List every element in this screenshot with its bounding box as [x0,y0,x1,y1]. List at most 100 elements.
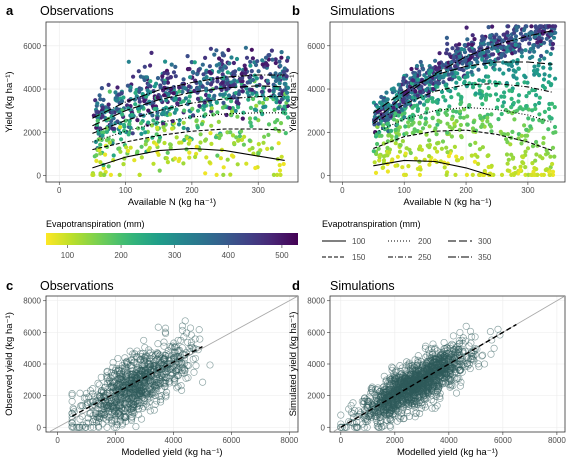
data-point [205,81,210,86]
data-point [488,124,494,129]
data-point [118,125,123,130]
data-point [248,59,253,64]
data-point [222,84,227,89]
data-point [259,89,264,94]
data-point [497,35,502,40]
data-point [478,352,486,360]
data-point [495,48,500,54]
fitted-curve-et-250 [92,96,285,134]
data-point [242,63,247,68]
data-point [161,125,166,130]
data-point [178,386,186,394]
data-point [94,379,102,387]
data-point [462,79,467,84]
data-point [541,29,546,35]
data-point [522,123,527,128]
data-point [278,63,283,68]
data-point [234,135,239,140]
data-point [207,160,212,165]
data-point [198,140,203,145]
data-point [145,364,153,372]
data-point [136,69,141,74]
data-point [192,60,197,65]
data-point [230,83,235,88]
data-point [92,410,100,418]
data-point [205,97,210,102]
data-point [478,51,483,57]
data-point [249,124,254,129]
data-point [178,100,184,105]
data-point [119,376,127,384]
data-point [417,69,422,74]
data-point [376,413,384,421]
data-point [246,97,251,102]
data-point [97,93,102,98]
data-point [535,67,540,72]
data-point [412,129,417,134]
data-point [546,127,551,132]
data-point [533,106,538,111]
data-point [552,124,558,130]
data-point [133,90,138,95]
data-point [423,351,431,360]
data-point [512,165,517,170]
data-point [453,64,458,69]
data-point [155,95,160,100]
data-point [429,340,437,348]
data-point [180,333,188,341]
data-point [139,131,144,136]
data-point [534,93,539,98]
data-point [467,103,472,108]
data-point [548,83,554,88]
data-point [493,92,499,97]
data-point [268,72,273,77]
data-point [155,125,160,130]
data-point [514,25,519,30]
data-point [98,160,103,165]
data-point [168,145,173,150]
data-point [530,117,536,122]
data-point [251,77,256,83]
data-point [455,46,460,51]
data-point [463,359,471,367]
data-point [501,71,506,76]
data-point [233,108,238,114]
data-point [196,67,201,72]
data-point [239,129,244,134]
data-point [504,152,510,157]
data-point [132,378,140,386]
data-point [96,410,104,418]
data-point [406,120,411,125]
data-point [479,38,484,43]
data-point [537,100,542,106]
data-point [513,34,519,39]
data-point [127,118,132,123]
data-point [385,139,390,144]
data-point [198,96,204,101]
data-point [152,106,157,112]
data-point [173,74,178,79]
data-point [215,79,220,84]
data-point [402,111,407,116]
data-point [551,35,557,40]
x-tick-label: 0 [55,436,60,445]
data-point [165,71,170,76]
data-point [553,24,558,29]
data-point [417,172,422,177]
colorbar-tick-label: 400 [222,251,236,260]
data-point [108,381,116,390]
data-point [189,60,194,65]
data-point [109,358,117,367]
data-point [380,372,388,380]
data-point [228,112,233,117]
data-point [499,52,504,57]
data-point [450,351,458,359]
data-point [408,362,417,370]
data-point [414,356,422,364]
data-point [406,393,414,401]
data-point [281,161,286,167]
data-point [444,51,449,56]
points [337,322,504,431]
data-point [443,83,448,88]
data-point [162,80,167,85]
